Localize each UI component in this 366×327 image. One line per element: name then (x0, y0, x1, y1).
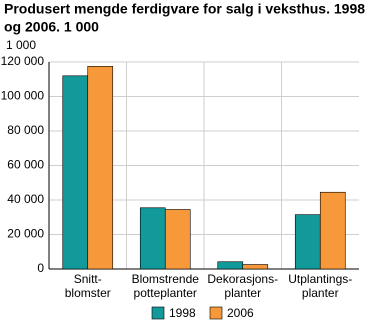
bar (62, 75, 89, 270)
bar (242, 264, 269, 270)
bar (217, 261, 244, 270)
legend-swatch (209, 306, 223, 320)
x-tick-label: Blomstrende (132, 272, 200, 286)
x-tick-label: potteplanter (134, 286, 197, 300)
y-tick-label: 40 000 (7, 192, 44, 206)
chart-title: og 2006. 1 000 (4, 19, 99, 35)
bar (139, 207, 166, 270)
x-tick-label: blomster (65, 286, 111, 300)
legend-label: 2006 (227, 306, 254, 320)
bar (294, 214, 321, 270)
chart-title: Produsert mengde ferdigvare for salg i v… (4, 1, 365, 17)
x-tick-label: Dekorasjons- (207, 272, 278, 286)
y-axis-label: 1 000 (6, 38, 36, 52)
legend-swatch (151, 306, 165, 320)
bar (87, 66, 114, 270)
x-tick-label: planter (224, 286, 261, 300)
x-tick-label: Snitt- (74, 272, 102, 286)
y-tick-label: 20 000 (7, 227, 44, 241)
bar (164, 209, 191, 270)
x-tick-label: planter (302, 286, 339, 300)
y-tick-label: 100 000 (1, 89, 45, 103)
x-tick-label: Utplantings- (288, 272, 352, 286)
y-tick-label: 60 000 (7, 158, 44, 172)
legend-label: 1998 (169, 306, 196, 320)
bar (319, 191, 346, 270)
y-tick-label: 0 (37, 261, 44, 275)
y-tick-label: 80 000 (7, 123, 44, 137)
y-tick-label: 120 000 (1, 54, 45, 68)
